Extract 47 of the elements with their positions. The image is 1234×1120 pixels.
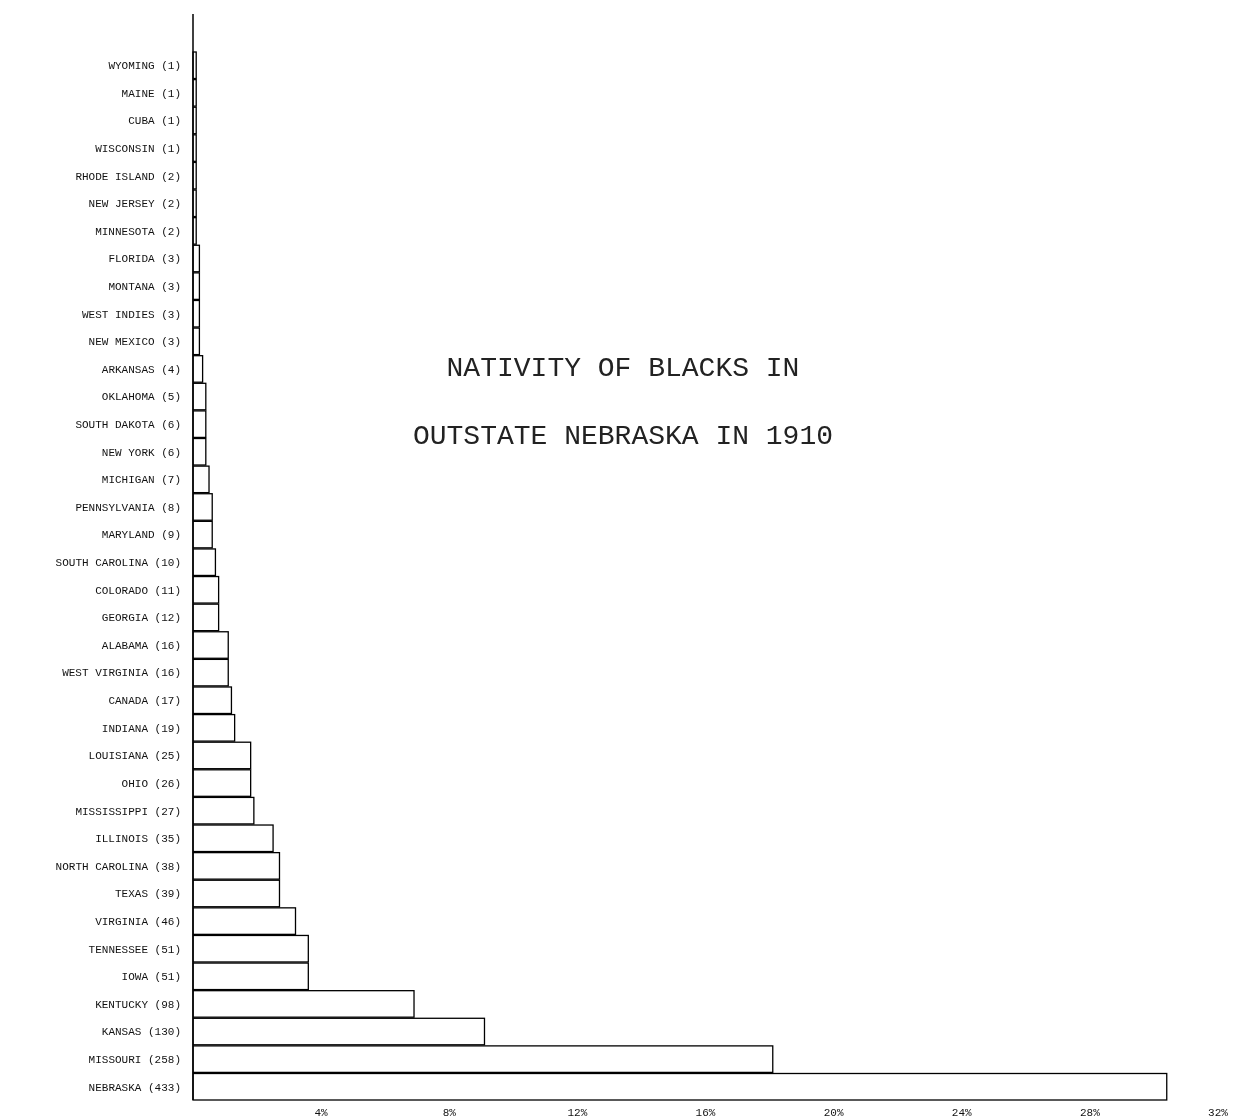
y-tick-label: MICHIGAN (7): [101, 474, 181, 487]
y-tick-label: KANSAS (130): [101, 1026, 181, 1039]
y-tick-label: VIRGINIA (46): [95, 915, 181, 928]
y-tick-label: SOUTH CAROLINA (10): [55, 557, 181, 570]
y-tick-label: CUBA (1): [128, 115, 181, 128]
y-tick-label: MARYLAND (9): [101, 529, 181, 542]
y-tick-label: LOUISIANA (25): [88, 750, 181, 763]
x-tick-label: 20%: [823, 1107, 844, 1119]
x-tick-label: 28%: [1079, 1107, 1101, 1119]
y-tick-label: MINNESOTA (2): [95, 225, 181, 238]
y-tick-label: INDIANA (19): [101, 722, 181, 735]
y-tick-label: TENNESSEE (51): [88, 943, 181, 956]
x-tick-label: 24%: [951, 1107, 973, 1119]
y-tick-label: ILLINOIS (35): [95, 833, 181, 846]
y-tick-label: PENNSYLVANIA (8): [75, 501, 181, 514]
y-tick-label: WEST INDIES (3): [81, 308, 181, 321]
chart-title: NATIVITY OF BLACKS IN OUTSTATE NEBRASKA IN 1910: [412, 353, 834, 452]
y-tick-label: MISSISSIPPI (27): [75, 805, 181, 818]
x-tick-label: 12%: [567, 1107, 588, 1119]
y-tick-label: NEW YORK (6): [101, 446, 181, 459]
x-tick-label: 4%: [314, 1107, 329, 1119]
x-tick-label: 32%: [1208, 1107, 1229, 1119]
y-tick-label: OKLAHOMA (5): [101, 391, 181, 404]
y-tick-label: NEBRASKA (433): [88, 1081, 181, 1094]
y-tick-label: CANADA (17): [108, 695, 181, 708]
x-tick-label: 16%: [695, 1107, 716, 1119]
y-tick-label: ALABAMA (16): [101, 639, 181, 652]
y-tick-label: KENTUCKY (98): [95, 998, 181, 1011]
y-tick-label: ARKANSAS (4): [101, 363, 181, 376]
y-tick-label: SOUTH DAKOTA (6): [75, 419, 181, 432]
y-tick-label: WISCONSIN (1): [95, 142, 181, 155]
y-tick-label: WYOMING (1): [108, 60, 181, 73]
y-tick-label: OHIO (26): [121, 777, 181, 790]
y-tick-label: RHODE ISLAND (2): [75, 170, 181, 183]
x-tick-label: 8%: [442, 1107, 457, 1119]
y-tick-label: IOWA (51): [121, 971, 181, 984]
y-tick-label: TEXAS (39): [114, 888, 181, 901]
y-tick-label: MAINE (1): [121, 87, 181, 100]
y-tick-label: MISSOURI (258): [88, 1053, 181, 1066]
y-tick-label: MONTANA (3): [108, 280, 181, 293]
y-tick-label: COLORADO (11): [95, 584, 181, 597]
y-tick-label: WEST VIRGINIA (16): [62, 667, 181, 680]
y-tick-label: NEW JERSEY (2): [88, 198, 181, 211]
y-tick-label: NORTH CAROLINA (38): [55, 860, 181, 873]
y-tick-label: FLORIDA (3): [108, 253, 181, 266]
y-tick-label: GEORGIA (12): [101, 612, 181, 625]
y-tick-label: NEW MEXICO (3): [88, 336, 181, 349]
